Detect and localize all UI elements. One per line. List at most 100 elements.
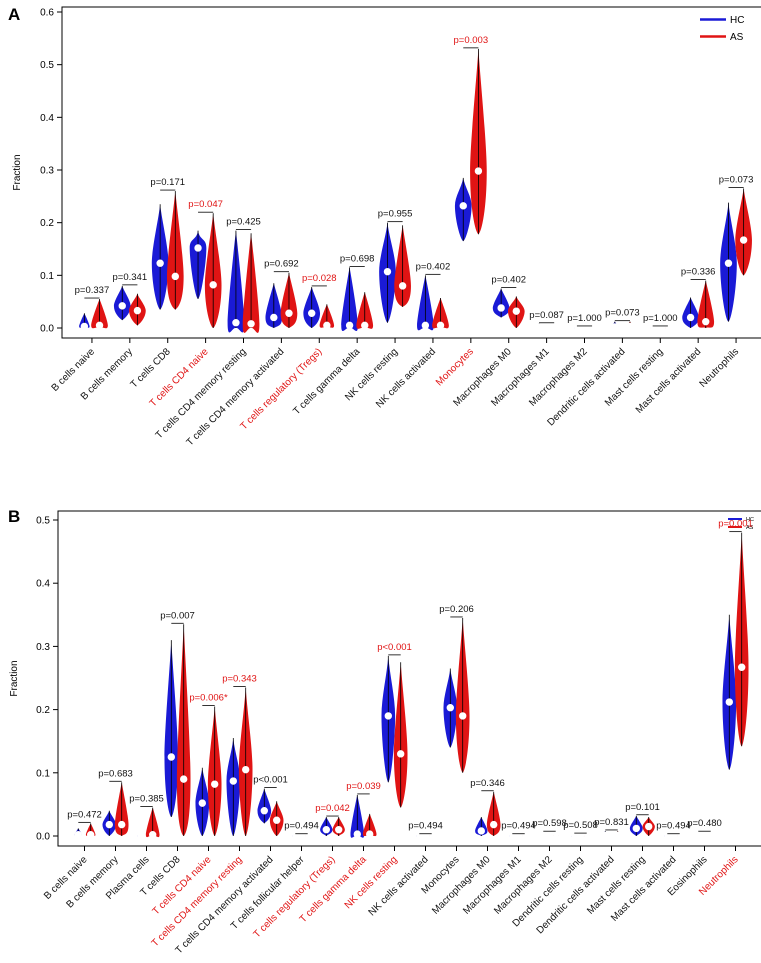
p-value-label: p=0.007 [160, 610, 195, 621]
median-as [118, 820, 126, 829]
y-axis-label: Fraction [9, 660, 20, 696]
median-as [459, 712, 467, 720]
p-value-label: p=0.472 [67, 809, 102, 820]
median-as [589, 325, 595, 331]
median-as [645, 822, 653, 831]
median-hc [535, 323, 543, 332]
median-as [398, 282, 407, 290]
median-as [335, 825, 343, 834]
median-hc [105, 820, 114, 829]
legend: HC AS [700, 15, 744, 43]
y-tick-label: 0.1 [40, 271, 54, 282]
median-as [429, 833, 435, 839]
p-value-label: p=0.494 [284, 821, 319, 832]
median-hc [308, 309, 316, 317]
median-as [133, 306, 142, 315]
median-as [626, 322, 634, 331]
median-as [550, 323, 558, 332]
p-value-label: p=1.000 [643, 313, 678, 324]
p-value-label: p=0.343 [222, 673, 257, 684]
median-as [702, 317, 710, 326]
median-hc [497, 304, 505, 312]
median-hc [345, 321, 354, 330]
median-as [677, 833, 683, 839]
p-value-label: p=0.831 [594, 817, 629, 828]
panel-B: B0.00.10.20.30.40.5FractionHCASp=0.472B … [8, 507, 761, 956]
median-hc [446, 704, 454, 712]
p-value-label: p=0.087 [529, 310, 564, 321]
median-hc [686, 313, 695, 322]
x-category-label: Mast cells activated [634, 346, 703, 415]
median-as [397, 750, 405, 758]
p-value-label: p<0.001 [377, 642, 412, 653]
p-value-label: p=0.073 [719, 174, 754, 185]
median-as [95, 321, 104, 330]
median-hc [194, 244, 202, 252]
p-value-label: p=0.508 [563, 820, 598, 831]
legend: HC AS [728, 517, 754, 531]
median-as [242, 765, 250, 774]
y-tick-label: 0.0 [40, 324, 54, 335]
median-hc [383, 267, 392, 276]
median-as [273, 816, 281, 824]
median-as [366, 830, 374, 838]
median-hc [571, 833, 577, 839]
median-hc [74, 831, 83, 839]
y-tick-label: 0.1 [36, 768, 50, 779]
median-hc [384, 712, 392, 720]
p-value-label: p=0.336 [681, 267, 716, 278]
p-value-label: p=0.494 [408, 821, 443, 832]
median-hc [416, 833, 422, 839]
median-as [149, 831, 157, 839]
median-as [361, 321, 369, 330]
y-tick-label: 0.2 [36, 705, 50, 716]
median-hc [80, 322, 89, 331]
y-tick-label: 0.5 [36, 516, 50, 527]
median-hc [229, 777, 238, 785]
plot-frame [57, 510, 761, 847]
median-hc [322, 825, 330, 834]
p-value-label: p=0.028 [302, 273, 337, 284]
p-value-label: p=0.337 [75, 285, 110, 296]
median-hc [459, 202, 467, 210]
median-hc [292, 833, 298, 839]
p-value-label: p=0.047 [188, 199, 223, 210]
median-as [614, 831, 622, 840]
median-as [171, 272, 180, 281]
median-hc [260, 807, 268, 815]
median-as [323, 321, 331, 330]
legend-label-as: AS [746, 525, 754, 531]
legend-label-as: AS [730, 32, 744, 43]
legend-label-hc: HC [746, 517, 754, 523]
p-value-label: p=0.955 [378, 209, 413, 220]
median-as [665, 325, 671, 331]
median-as [738, 663, 746, 671]
y-tick-label: 0.5 [40, 60, 54, 71]
p-value-label: p=0.073 [605, 308, 640, 319]
p-value-label: p=0.494 [656, 821, 691, 832]
median-as [285, 309, 293, 317]
p-value-label: p=1.000 [567, 313, 602, 324]
panel-label: A [8, 5, 20, 24]
median-hc [632, 824, 640, 833]
median-hc [539, 831, 547, 840]
median-hc [664, 833, 670, 839]
y-tick-label: 0.3 [36, 642, 50, 653]
y-tick-label: 0.2 [40, 218, 54, 229]
median-as [553, 832, 559, 839]
y-tick-label: 0.3 [40, 166, 54, 177]
y-tick-label: 0.0 [36, 832, 50, 843]
median-hc [198, 799, 207, 807]
p-value-label: p=0.402 [416, 261, 451, 272]
p-value-label: p=0.039 [346, 781, 381, 792]
median-hc [601, 831, 609, 840]
median-hc [477, 827, 485, 835]
p-value-label: p=0.385 [129, 794, 164, 805]
median-as [739, 236, 748, 244]
median-hc [421, 321, 430, 330]
median-hc [137, 833, 144, 839]
